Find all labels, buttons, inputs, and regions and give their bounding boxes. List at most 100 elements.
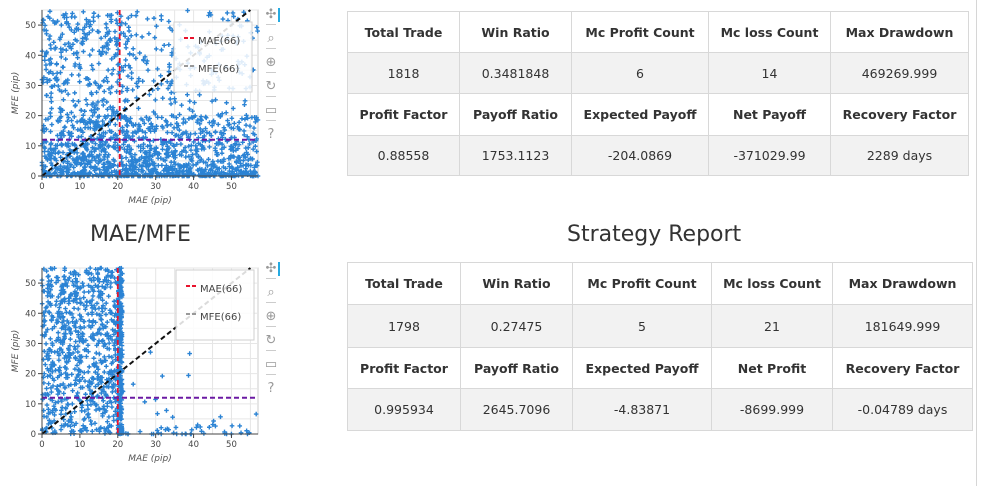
scatter-point	[104, 319, 110, 325]
scatter-point	[166, 139, 172, 144]
scatter-point	[187, 98, 193, 104]
scatter-point	[73, 325, 78, 330]
scatter-point	[73, 381, 79, 387]
scatter-point	[87, 299, 92, 305]
scatter-point	[167, 62, 172, 67]
toolbar-separator	[266, 24, 276, 25]
scatter-point	[71, 114, 77, 120]
header-mc-loss-count: Mc loss Count	[711, 262, 833, 305]
scatter-point	[56, 368, 62, 373]
scatter-point	[78, 301, 83, 306]
wheel-zoom-icon[interactable]: ⊕	[265, 55, 277, 70]
scatter-point	[98, 316, 104, 322]
scatter-point	[232, 121, 237, 126]
mae-mfe-scatter-2[interactable]: MAE(66) MFE(66) 0 10 20 30 40 50 0 10 20 30 40 50 MAE …	[0, 258, 262, 470]
pan-icon[interactable]: ✣	[264, 8, 280, 22]
scatter-point	[97, 167, 103, 173]
save-icon[interactable]: ▭	[264, 103, 278, 118]
x-tick-label: 0	[39, 182, 44, 192]
reset-icon[interactable]: ↻	[265, 79, 277, 94]
box-zoom-icon[interactable]: ⌕	[267, 31, 275, 46]
scatter-point	[126, 158, 132, 164]
mae-mfe-plot-1[interactable]: MAE(66) MFE(66) 0 10 20 30 40 50 0 10 20 30 40 50 MAE …	[0, 0, 262, 212]
toolbar-separator	[266, 278, 276, 279]
scatter-point	[120, 68, 126, 73]
legend-box	[175, 269, 255, 341]
scatter-point	[221, 125, 227, 130]
scatter-point	[110, 372, 115, 377]
scatter-point	[172, 99, 178, 105]
scatter-point	[82, 24, 88, 30]
scatter-point	[59, 89, 65, 94]
header-net-profit: Net Profit	[711, 347, 833, 389]
pan-icon[interactable]: ✣	[264, 262, 280, 276]
scatter-point	[105, 159, 111, 164]
scatter-point	[65, 401, 70, 407]
scatter-point	[117, 376, 123, 382]
scatter-point	[244, 134, 250, 139]
mae-mfe-plot-2[interactable]: MAE(66) MFE(66) 0 10 20 30 40 50 0 10 20 30 40 50 MAE …	[0, 258, 262, 470]
header-total-trade: Total Trade	[347, 262, 461, 305]
scatter-point	[99, 338, 105, 344]
scatter-point	[94, 427, 99, 432]
x-tick-label: 30	[150, 440, 161, 450]
scatter-point	[207, 10, 212, 15]
scatter-point	[68, 414, 74, 420]
scatter-point	[112, 275, 117, 281]
y-tick-label: 10	[25, 142, 36, 152]
scatter-point	[76, 134, 81, 140]
scatter-point	[168, 81, 174, 86]
scatter-point	[66, 383, 72, 388]
save-icon[interactable]: ▭	[264, 357, 278, 372]
scatter-point	[115, 116, 120, 122]
scatter-point	[150, 161, 156, 167]
scatter-point	[164, 119, 169, 125]
reset-icon[interactable]: ↻	[265, 333, 277, 348]
scatter-point	[89, 421, 94, 427]
scatter-point	[118, 301, 124, 306]
scatter-point	[101, 78, 107, 84]
scatter-point	[99, 390, 104, 396]
scatter-point	[181, 116, 186, 122]
scatter-point	[43, 67, 49, 72]
scatter-point	[230, 145, 236, 151]
scatter-point	[81, 31, 87, 36]
scatter-point	[111, 413, 116, 419]
scatter-point	[48, 347, 53, 353]
scatter-point	[164, 79, 170, 85]
scatter-point	[100, 142, 105, 148]
scatter-point	[198, 114, 204, 119]
scatter-point	[68, 331, 74, 337]
help-icon[interactable]: ?	[267, 127, 275, 142]
scatter-point	[63, 327, 68, 332]
scatter-point	[161, 157, 166, 163]
scatter-point	[62, 125, 67, 130]
scatter-point	[162, 166, 168, 172]
y-tick-label: 0	[31, 172, 36, 182]
scatter-point	[58, 155, 63, 160]
scatter-point	[104, 99, 110, 105]
help-icon[interactable]: ?	[267, 381, 275, 396]
scatter-point	[120, 163, 126, 169]
box-zoom-icon[interactable]: ⌕	[267, 285, 275, 300]
scatter-point	[87, 160, 93, 166]
scatter-point	[61, 97, 66, 102]
scatter-point	[60, 287, 66, 292]
scatter-point	[229, 135, 235, 141]
scatter-point	[166, 427, 171, 432]
scatter-point	[130, 52, 136, 58]
scatter-point	[119, 271, 125, 276]
wheel-zoom-icon[interactable]: ⊕	[265, 309, 277, 324]
y-axis-label: MFE (pip)	[11, 330, 21, 372]
scatter-point	[142, 121, 147, 126]
scatter-point	[86, 384, 92, 390]
scatter-point	[244, 112, 249, 118]
scatter-point	[91, 362, 96, 368]
scatter-point	[63, 11, 69, 17]
scatter-point	[203, 115, 209, 121]
scatter-point	[113, 122, 118, 127]
scatter-point	[72, 90, 78, 96]
scatter-point	[158, 425, 164, 430]
scatter-point	[75, 127, 81, 132]
mae-mfe-scatter-1[interactable]: MAE(66) MFE(66) 0 10 20 30 40 50 0 10 20 30 40 50 MAE …	[0, 0, 262, 212]
